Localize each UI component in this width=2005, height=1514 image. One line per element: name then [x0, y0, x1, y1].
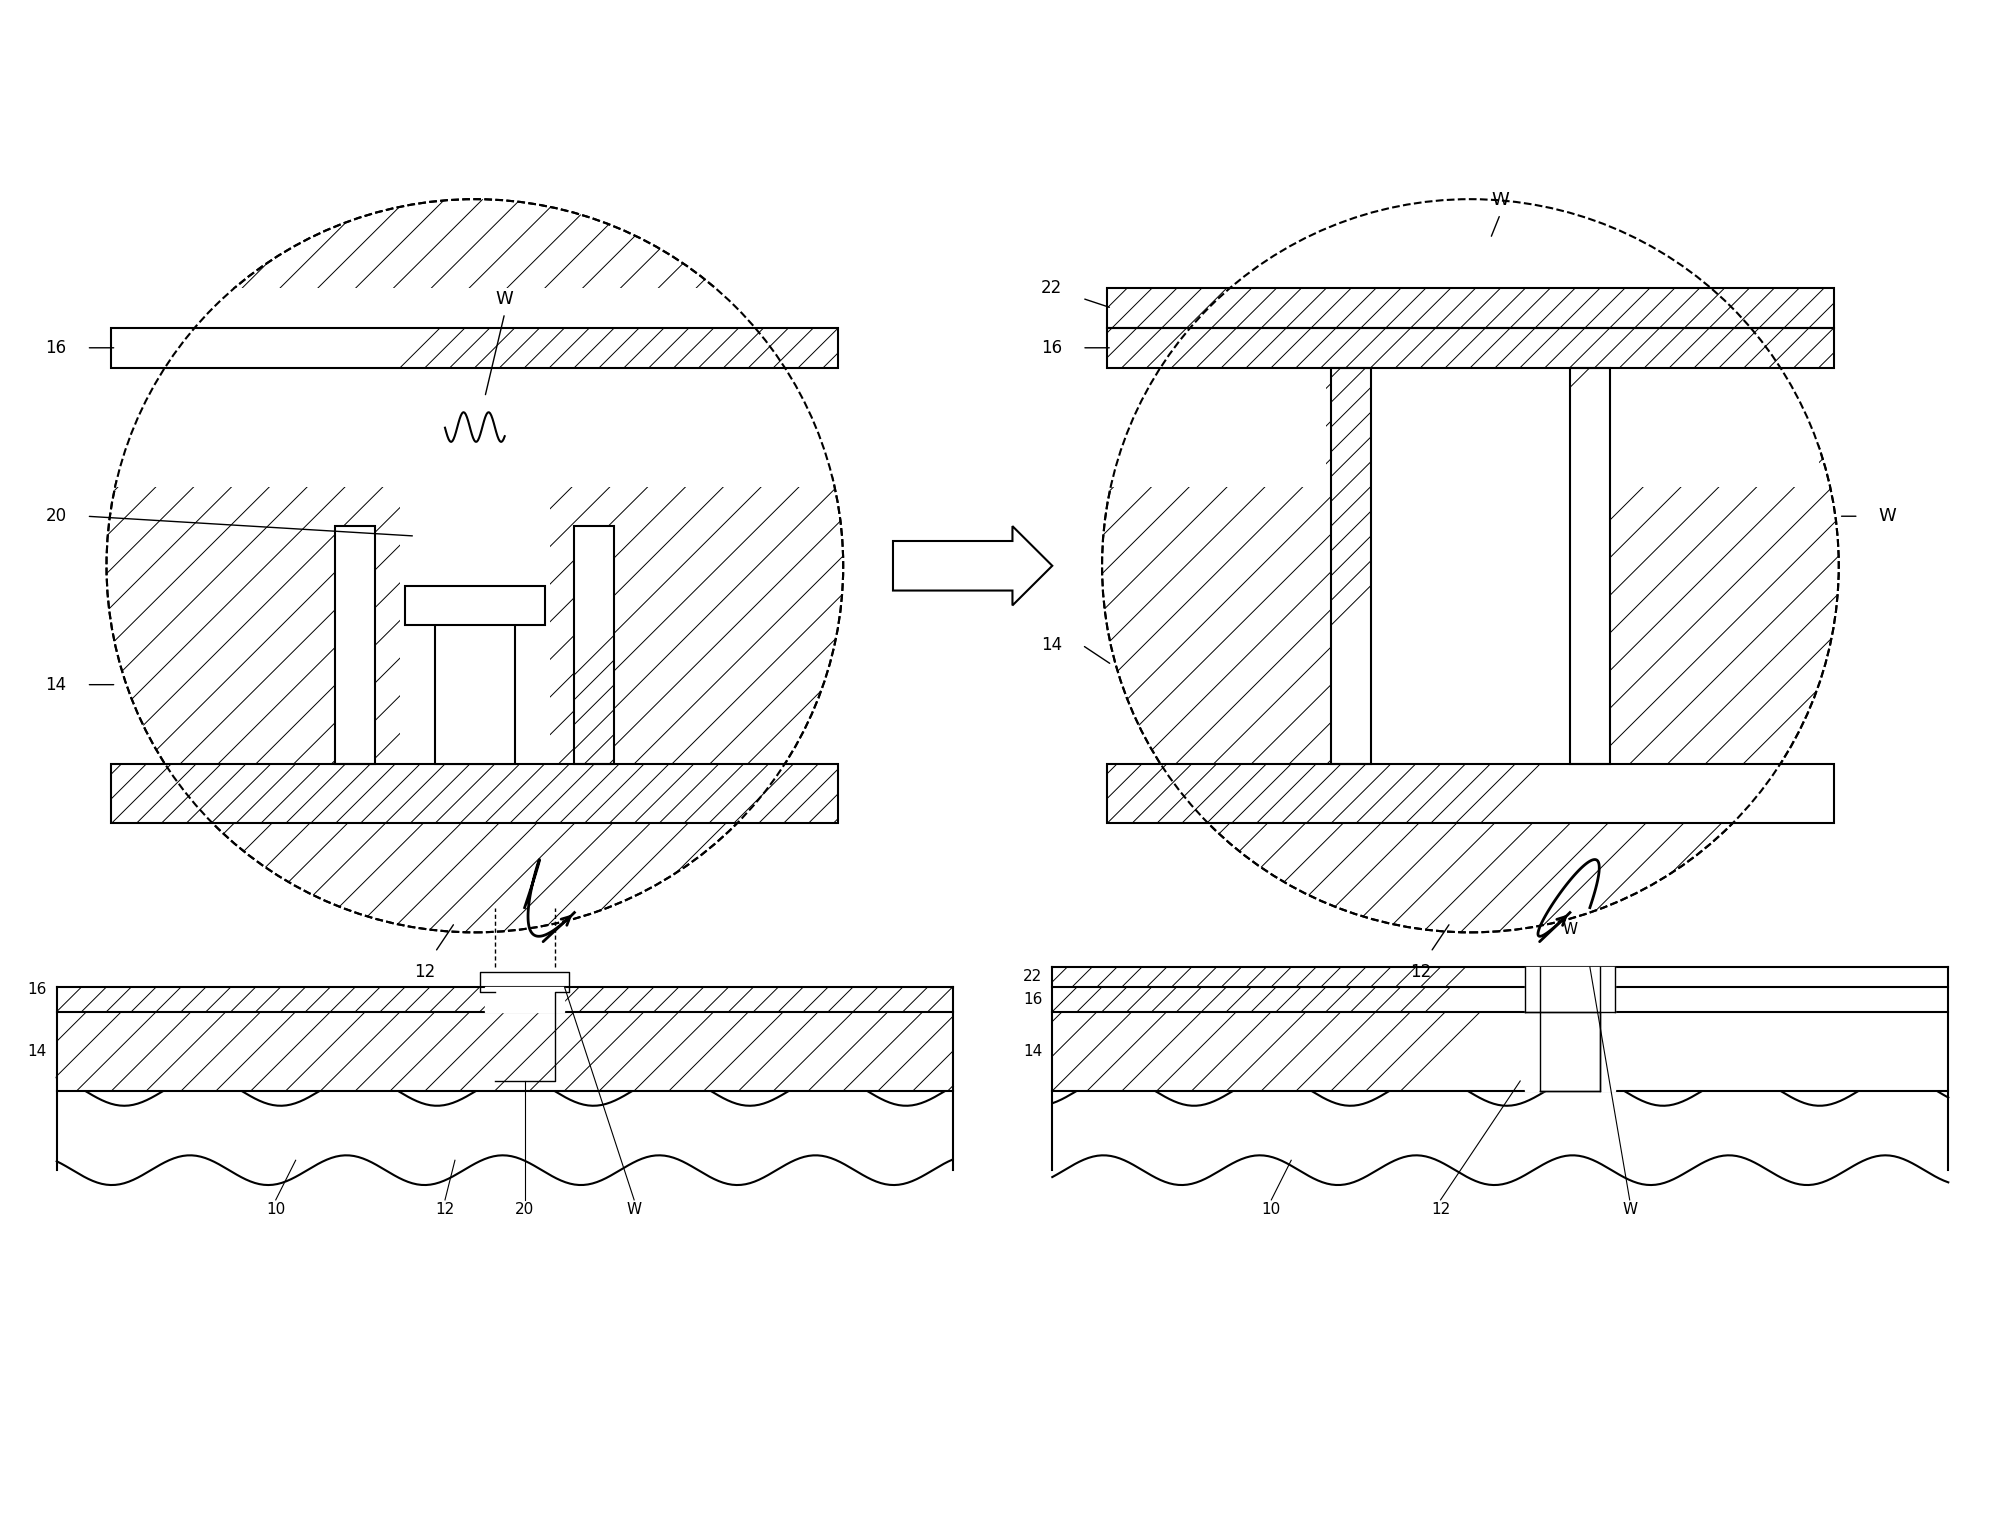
- Text: 16: 16: [1041, 339, 1063, 357]
- Bar: [335, 527, 375, 765]
- Text: 16: 16: [46, 339, 66, 357]
- Polygon shape: [1526, 967, 1614, 1092]
- Circle shape: [106, 200, 844, 933]
- Text: 14: 14: [28, 1043, 46, 1058]
- Text: W: W: [1492, 191, 1510, 209]
- Text: 20: 20: [515, 1202, 533, 1217]
- Text: 16: 16: [28, 983, 46, 996]
- Bar: [1107, 288, 1835, 329]
- Bar: [1107, 765, 1835, 824]
- Text: 14: 14: [46, 675, 66, 693]
- Bar: [573, 527, 614, 765]
- Text: 12: 12: [1410, 963, 1432, 981]
- Bar: [573, 527, 614, 765]
- Text: 12: 12: [1432, 1202, 1450, 1217]
- Bar: [1351, 348, 1590, 765]
- Text: 14: 14: [1023, 1043, 1043, 1058]
- FancyArrow shape: [892, 527, 1053, 606]
- Bar: [112, 765, 838, 824]
- Bar: [1107, 288, 1835, 329]
- Text: W: W: [1622, 1202, 1638, 1217]
- Bar: [1570, 368, 1610, 765]
- Bar: [604, 288, 834, 486]
- Text: W: W: [1879, 507, 1897, 525]
- Bar: [1590, 309, 1819, 486]
- Bar: [1107, 329, 1835, 368]
- Bar: [1053, 967, 1949, 987]
- Text: 16: 16: [1023, 992, 1043, 1007]
- Bar: [1331, 368, 1371, 765]
- Circle shape: [1103, 200, 1839, 933]
- Bar: [335, 527, 375, 765]
- Text: 10: 10: [267, 1202, 285, 1217]
- Text: 22: 22: [1023, 969, 1043, 984]
- Text: W: W: [1562, 922, 1578, 937]
- Bar: [56, 987, 952, 1011]
- Text: 20: 20: [46, 507, 66, 525]
- Text: W: W: [628, 1202, 642, 1217]
- Bar: [116, 288, 345, 486]
- Bar: [1570, 368, 1610, 765]
- Bar: [1053, 987, 1949, 1011]
- Bar: [1107, 329, 1835, 368]
- Bar: [1107, 765, 1835, 824]
- Bar: [1107, 309, 1325, 486]
- Bar: [112, 329, 838, 368]
- Bar: [435, 606, 515, 765]
- Bar: [56, 1011, 952, 1092]
- Text: 12: 12: [435, 1202, 455, 1217]
- Text: 12: 12: [415, 963, 435, 981]
- Bar: [1107, 189, 1835, 309]
- Bar: [405, 586, 545, 625]
- Bar: [112, 329, 838, 368]
- Text: 22: 22: [1041, 280, 1063, 297]
- Bar: [345, 288, 604, 486]
- Bar: [1331, 368, 1371, 765]
- Bar: [1053, 1011, 1949, 1092]
- Text: 14: 14: [1041, 636, 1063, 654]
- Bar: [112, 765, 838, 824]
- Bar: [401, 407, 549, 765]
- Polygon shape: [485, 987, 565, 1011]
- Text: 10: 10: [1261, 1202, 1281, 1217]
- Text: W: W: [495, 291, 513, 309]
